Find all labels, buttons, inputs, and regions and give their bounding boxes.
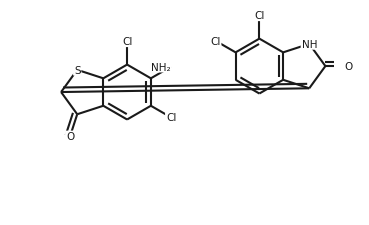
Text: S: S [74, 65, 80, 76]
Text: NH₂: NH₂ [151, 62, 171, 72]
Text: O: O [345, 62, 353, 72]
Text: O: O [66, 132, 74, 142]
Text: Cl: Cl [122, 37, 132, 47]
Text: Cl: Cl [254, 11, 265, 21]
Text: Cl: Cl [210, 36, 221, 47]
Text: NH: NH [301, 40, 317, 50]
Text: Cl: Cl [166, 113, 176, 123]
